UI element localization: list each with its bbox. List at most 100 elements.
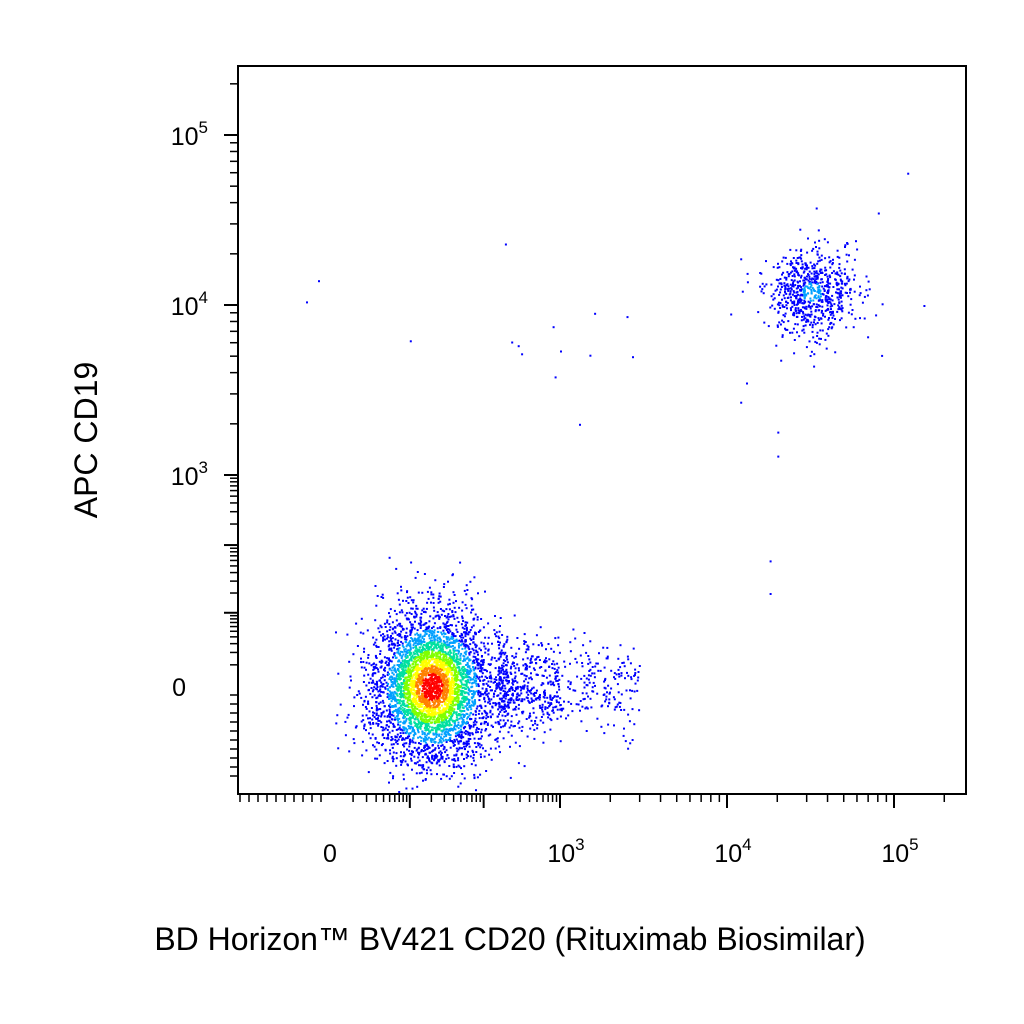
event-dot	[532, 699, 535, 702]
event-dot	[420, 714, 423, 717]
event-dot	[442, 658, 445, 661]
event-dot	[398, 702, 401, 705]
event-dot	[448, 664, 451, 666]
event-dot	[542, 721, 545, 724]
event-dot	[445, 720, 448, 723]
event-dot	[499, 651, 502, 654]
event-dot	[452, 680, 455, 683]
event-dot	[406, 693, 408, 696]
event-dot	[376, 757, 379, 760]
event-dot	[532, 643, 535, 646]
event-dot	[841, 287, 844, 290]
event-dot	[468, 672, 471, 675]
event-dot	[403, 662, 406, 665]
event-dot	[505, 673, 508, 676]
event-dot	[390, 713, 393, 716]
event-dot	[377, 690, 380, 693]
event-dot	[810, 321, 813, 324]
event-dot	[778, 266, 781, 269]
event-dot	[482, 663, 485, 666]
event-dot	[452, 614, 455, 617]
event-dot	[408, 659, 411, 662]
event-dot	[372, 681, 375, 684]
event-dot	[465, 664, 468, 666]
event-dot	[567, 680, 570, 683]
event-dot	[472, 624, 475, 627]
event-dot	[438, 656, 441, 659]
event-dot	[791, 293, 794, 296]
event-dot	[361, 754, 364, 757]
event-dot	[432, 596, 435, 599]
event-dot	[840, 286, 843, 289]
event-dot	[510, 720, 513, 723]
event-dot	[618, 675, 621, 678]
event-dot	[472, 695, 475, 698]
event-dot	[517, 707, 520, 710]
event-dot	[392, 656, 394, 659]
event-dot	[415, 607, 418, 610]
event-dot	[415, 713, 418, 716]
event-dot	[413, 693, 415, 696]
event-dot	[383, 668, 385, 671]
event-dot	[398, 791, 401, 793]
event-dot	[464, 732, 467, 735]
event-dot	[529, 727, 532, 730]
event-dot	[432, 714, 435, 716]
event-dot	[449, 685, 452, 688]
event-dot	[447, 646, 450, 649]
event-dot	[390, 736, 393, 738]
event-dot	[468, 714, 471, 717]
event-dot	[436, 711, 439, 714]
event-dot	[452, 637, 455, 639]
event-dot	[807, 287, 810, 289]
event-dot	[465, 756, 468, 759]
event-dot	[398, 710, 401, 713]
event-dot	[453, 594, 456, 596]
event-dot	[552, 326, 555, 329]
event-dot	[791, 270, 794, 273]
event-dot	[434, 753, 437, 756]
event-dot	[392, 705, 395, 708]
event-dot	[495, 676, 497, 679]
event-dot	[832, 310, 834, 313]
event-dot	[466, 676, 469, 679]
event-dot	[503, 670, 506, 673]
event-dot	[458, 740, 461, 743]
event-dot	[461, 609, 464, 612]
event-dot	[460, 667, 463, 670]
event-dot	[828, 261, 831, 264]
event-dot	[613, 672, 616, 675]
event-dot	[466, 704, 469, 707]
event-dot	[825, 332, 828, 335]
event-dot	[636, 679, 639, 682]
event-dot	[591, 672, 594, 675]
event-dot	[421, 657, 424, 660]
event-dot	[405, 645, 408, 648]
event-dot	[824, 315, 826, 318]
event-dot	[415, 667, 418, 670]
event-dot	[802, 284, 805, 287]
event-dot	[507, 676, 510, 679]
event-dot	[618, 701, 621, 704]
event-dot	[559, 697, 562, 700]
event-dot	[763, 285, 766, 288]
event-dot	[456, 616, 459, 619]
event-dot	[441, 661, 444, 664]
event-dot	[484, 651, 487, 654]
event-dot	[840, 292, 843, 295]
event-dot	[404, 710, 407, 713]
event-dot	[475, 660, 478, 663]
event-dot	[447, 660, 450, 663]
event-dot	[511, 689, 514, 691]
event-dot	[464, 705, 467, 708]
event-dot	[801, 306, 804, 309]
event-dot	[475, 682, 478, 685]
event-dot	[792, 257, 795, 259]
event-dot	[389, 752, 392, 755]
event-dot	[431, 634, 433, 637]
event-dot	[453, 617, 456, 620]
event-dot	[637, 676, 640, 679]
event-dot	[416, 705, 419, 708]
event-dot	[400, 763, 403, 766]
event-dot	[426, 709, 429, 712]
